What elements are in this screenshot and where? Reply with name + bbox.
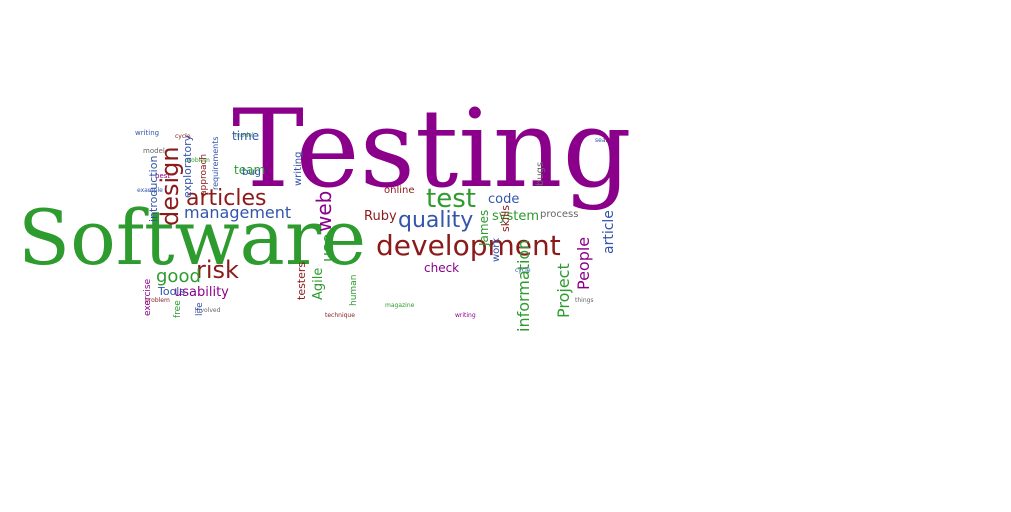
- word-time: time: [232, 129, 260, 143]
- word-articles: articles: [186, 186, 267, 211]
- cloud-word: things: [575, 297, 594, 304]
- word-testers: testers: [295, 261, 308, 300]
- word-process: process: [540, 209, 579, 220]
- word-life: life: [195, 302, 205, 316]
- word-introduction: introduction: [147, 155, 160, 222]
- word-online: online: [384, 185, 415, 196]
- word-information: information: [514, 239, 533, 332]
- word-good: good: [156, 266, 201, 287]
- word-human: human: [349, 274, 359, 306]
- word-work: work: [491, 237, 502, 262]
- word-management: management: [184, 203, 292, 222]
- word-code: code: [488, 192, 520, 207]
- word-exploratory: exploratory: [181, 134, 194, 198]
- word-usability: usability: [174, 285, 229, 300]
- word-article: article: [601, 210, 617, 254]
- cloud-word: cycle: [175, 133, 191, 140]
- cloud-word: model: [143, 147, 165, 155]
- word-software: Software: [18, 193, 367, 282]
- word-design: design: [156, 146, 184, 226]
- word-system: system: [492, 209, 539, 224]
- cloud-word: magazine: [385, 302, 415, 309]
- word-free: free: [173, 300, 183, 318]
- cloud-word: involved: [195, 307, 221, 314]
- word-exercise: exercise: [143, 278, 153, 316]
- word-bug: bug: [242, 167, 262, 178]
- word-skills: skills: [499, 204, 512, 232]
- word-approach: approach: [199, 153, 209, 196]
- word-writing: writing: [293, 151, 304, 186]
- word-project: Project: [554, 263, 573, 318]
- cloud-word: writing: [455, 312, 476, 319]
- cloud-word: problem: [145, 297, 170, 304]
- word-bugs: bugs: [535, 161, 546, 186]
- cloud-word: example: [137, 187, 163, 194]
- cloud-word: cycle: [515, 267, 531, 274]
- cloud-word: technique: [325, 312, 355, 319]
- word-development: development: [376, 229, 561, 262]
- cloud-word: best: [155, 172, 171, 180]
- cloud-word: problem: [185, 157, 210, 164]
- word-tools: Tools: [158, 285, 186, 298]
- word-check: check: [424, 261, 460, 275]
- cloud-word: search: [595, 137, 615, 144]
- word-agile: Agile: [311, 267, 326, 300]
- word-requirements: requirements: [211, 136, 220, 190]
- cloud-word: writing: [135, 129, 160, 137]
- word-quality: quality: [398, 208, 474, 233]
- word-web: web: [312, 190, 336, 232]
- word-use: use: [318, 233, 337, 262]
- small-words-area: writing cycle model problem best example…: [135, 128, 620, 323]
- cloud-word: model: [235, 132, 254, 139]
- word-team: team: [234, 163, 266, 177]
- word-testing: Testing: [232, 87, 632, 212]
- word-risk: risk: [196, 256, 239, 284]
- word-ruby: Ruby: [364, 209, 397, 224]
- word-james: James: [477, 209, 491, 246]
- word-test: test: [426, 184, 476, 214]
- word-people: People: [574, 236, 593, 290]
